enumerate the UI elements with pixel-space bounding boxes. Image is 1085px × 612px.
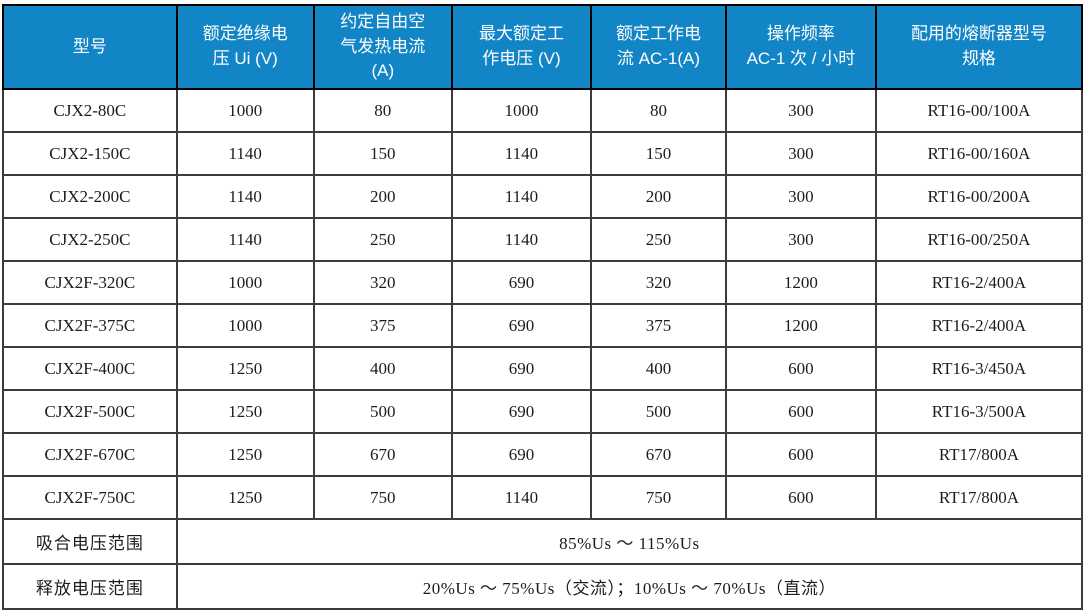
table-row: CJX2F-500C 1250 500 690 500 600 RT16-3/5… xyxy=(2,389,1084,434)
value-cell: 150 xyxy=(590,131,727,176)
value-cell: 1140 xyxy=(175,131,315,176)
value-cell: 690 xyxy=(450,389,593,434)
value-cell: 375 xyxy=(590,303,727,348)
value-cell: 600 xyxy=(724,432,877,477)
value-cell: 1140 xyxy=(175,174,315,219)
value-cell: 1200 xyxy=(724,260,877,305)
model-cell: CJX2F-400C xyxy=(2,346,178,391)
release-voltage-value: 20%Us ～ 75%Us（交流）；10%Us ～ 70%Us（直流） xyxy=(175,563,1084,610)
model-cell: CJX2F-320C xyxy=(2,260,178,305)
value-cell: 1000 xyxy=(450,88,593,133)
value-cell: 150 xyxy=(312,131,453,176)
value-cell: 1140 xyxy=(175,217,315,262)
value-cell: 600 xyxy=(724,346,877,391)
value-cell: 200 xyxy=(590,174,727,219)
value-cell: 690 xyxy=(450,432,593,477)
value-cell: 375 xyxy=(312,303,453,348)
contactor-spec-table: 型号 额定绝缘电 压 Ui (V) 约定自由空 气发热电流 (A) 最大额定工 … xyxy=(2,4,1084,610)
value-cell: 300 xyxy=(724,217,877,262)
value-cell: RT16-3/500A xyxy=(874,389,1084,434)
value-cell: 1000 xyxy=(175,260,315,305)
value-cell: RT16-00/250A xyxy=(874,217,1084,262)
pickup-voltage-row: 吸合电压范围 85%Us ～ 115%Us xyxy=(2,518,1084,565)
value-cell: 500 xyxy=(590,389,727,434)
value-cell: 80 xyxy=(590,88,727,133)
value-cell: RT16-2/400A xyxy=(874,260,1084,305)
header-row: 型号 额定绝缘电 压 Ui (V) 约定自由空 气发热电流 (A) 最大额定工 … xyxy=(2,4,1084,90)
table-row: CJX2F-400C 1250 400 690 400 600 RT16-3/4… xyxy=(2,346,1084,391)
value-cell: 300 xyxy=(724,174,877,219)
pickup-voltage-label: 吸合电压范围 xyxy=(2,518,178,565)
value-cell: RT17/800A xyxy=(874,432,1084,477)
value-cell: 1000 xyxy=(175,88,315,133)
value-cell: 1140 xyxy=(450,131,593,176)
model-cell: CJX2-200C xyxy=(2,174,178,219)
value-cell: 320 xyxy=(590,260,727,305)
value-cell: 750 xyxy=(312,475,453,520)
value-cell: 200 xyxy=(312,174,453,219)
value-cell: 1250 xyxy=(175,432,315,477)
table-row: CJX2-250C 1140 250 1140 250 300 RT16-00/… xyxy=(2,217,1084,262)
value-cell: 300 xyxy=(724,88,877,133)
value-cell: 250 xyxy=(590,217,727,262)
header-cell-insulation-voltage: 额定绝缘电 压 Ui (V) xyxy=(175,4,315,90)
value-cell: 1140 xyxy=(450,217,593,262)
release-voltage-row: 释放电压范围 20%Us ～ 75%Us（交流）；10%Us ～ 70%Us（直… xyxy=(2,563,1084,610)
value-cell: 1250 xyxy=(175,346,315,391)
table-row: CJX2F-320C 1000 320 690 320 1200 RT16-2/… xyxy=(2,260,1084,305)
model-cell: CJX2F-670C xyxy=(2,432,178,477)
value-cell: 1250 xyxy=(175,475,315,520)
value-cell: RT16-2/400A xyxy=(874,303,1084,348)
value-cell: 690 xyxy=(450,346,593,391)
value-cell: RT16-00/160A xyxy=(874,131,1084,176)
value-cell: 600 xyxy=(724,389,877,434)
header-cell-operating-frequency: 操作频率 AC-1 次 / 小时 xyxy=(724,4,877,90)
value-cell: 690 xyxy=(450,260,593,305)
value-cell: 670 xyxy=(312,432,453,477)
value-cell: 1140 xyxy=(450,475,593,520)
header-cell-max-working-voltage: 最大额定工 作电压 (V) xyxy=(450,4,593,90)
value-cell: 250 xyxy=(312,217,453,262)
pickup-voltage-value: 85%Us ～ 115%Us xyxy=(175,518,1084,565)
value-cell: 400 xyxy=(312,346,453,391)
value-cell: 500 xyxy=(312,389,453,434)
value-cell: 1000 xyxy=(175,303,315,348)
value-cell: 320 xyxy=(312,260,453,305)
model-cell: CJX2F-750C xyxy=(2,475,178,520)
table-row: CJX2F-375C 1000 375 690 375 1200 RT16-2/… xyxy=(2,303,1084,348)
value-cell: 400 xyxy=(590,346,727,391)
value-cell: 1200 xyxy=(724,303,877,348)
table-row: CJX2-80C 1000 80 1000 80 300 RT16-00/100… xyxy=(2,88,1084,133)
value-cell: 690 xyxy=(450,303,593,348)
model-cell: CJX2-150C xyxy=(2,131,178,176)
value-cell: RT17/800A xyxy=(874,475,1084,520)
value-cell: 1140 xyxy=(450,174,593,219)
value-cell: 670 xyxy=(590,432,727,477)
release-voltage-label: 释放电压范围 xyxy=(2,563,178,610)
value-cell: RT16-00/100A xyxy=(874,88,1084,133)
header-cell-thermal-current: 约定自由空 气发热电流 (A) xyxy=(312,4,453,90)
model-cell: CJX2-250C xyxy=(2,217,178,262)
table-row: CJX2F-750C 1250 750 1140 750 600 RT17/80… xyxy=(2,475,1084,520)
value-cell: RT16-00/200A xyxy=(874,174,1084,219)
table-row: CJX2F-670C 1250 670 690 670 600 RT17/800… xyxy=(2,432,1084,477)
model-cell: CJX2F-500C xyxy=(2,389,178,434)
header-cell-fuse-spec: 配用的熔断器型号 规格 xyxy=(874,4,1084,90)
header-cell-working-current: 额定工作电 流 AC-1(A) xyxy=(590,4,727,90)
value-cell: 80 xyxy=(312,88,453,133)
table-row: CJX2-150C 1140 150 1140 150 300 RT16-00/… xyxy=(2,131,1084,176)
value-cell: 1250 xyxy=(175,389,315,434)
value-cell: 600 xyxy=(724,475,877,520)
value-cell: 750 xyxy=(590,475,727,520)
header-cell-model: 型号 xyxy=(2,4,178,90)
model-cell: CJX2-80C xyxy=(2,88,178,133)
value-cell: RT16-3/450A xyxy=(874,346,1084,391)
value-cell: 300 xyxy=(724,131,877,176)
table-row: CJX2-200C 1140 200 1140 200 300 RT16-00/… xyxy=(2,174,1084,219)
model-cell: CJX2F-375C xyxy=(2,303,178,348)
